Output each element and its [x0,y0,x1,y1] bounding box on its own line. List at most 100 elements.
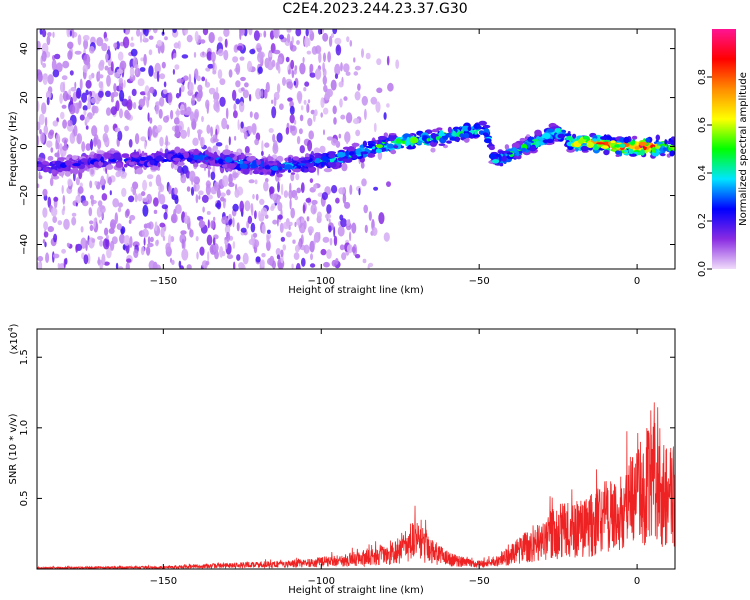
spectrogram-signal-cell [267,160,275,164]
spectrogram-noise-cell [326,204,332,214]
spectrogram-noise-cell [232,217,235,228]
spectrogram-noise-cell [228,173,234,184]
spectrogram-noise-cell [212,138,219,143]
spectrogram-noise-cell [101,253,106,266]
spectrogram-noise-cell [37,262,42,269]
spectrogram-noise-cell [145,222,152,229]
spectrogram-noise-cell [234,135,237,141]
spectrogram-signal-cell [149,159,155,166]
spectrogram-y-tick-label: −40 [19,234,30,255]
spectrogram-noise-cell [37,40,41,51]
spectrogram-noise-cell [205,67,211,72]
spectrogram-noise-cell [147,174,154,180]
spectrogram-noise-cell [174,125,180,133]
spectrogram-noise-cell [333,226,336,238]
spectrogram-signal-cell [372,149,377,152]
spectrogram-signal-cell [37,163,43,167]
spectrogram-noise-cell [108,228,115,234]
spectrogram-noise-cell [376,87,383,94]
spectrogram-signal-cell [276,173,283,178]
spectrogram-signal-cell [288,156,292,163]
spectrogram-signal-cell [345,150,350,157]
spectrogram-noise-cell [53,233,58,243]
spectrogram-signal-cell [488,153,496,160]
spectrogram-signal-cell [592,138,598,142]
spectrogram-noise-cell [156,239,159,245]
spectrogram-noise-cell [240,121,244,129]
spectrogram-signal-cell [103,152,111,159]
spectrogram-signal-cell [360,151,369,155]
spectrogram-noise-cell [212,70,217,75]
spectrogram-noise-cell [307,37,311,47]
spectrogram-noise-cell [37,135,40,146]
spectrogram-noise-cell [307,139,313,152]
spectrogram-noise-cell [237,45,243,51]
spectrogram-signal-cell [178,161,185,166]
spectrogram-noise-cell [62,81,66,94]
spectrogram-noise-cell [173,52,177,59]
spectrogram-noise-cell [52,31,55,38]
spectrogram-noise-cell [41,102,47,115]
spectrogram-noise-cell [320,97,325,109]
spectrogram-noise-cell [142,29,146,35]
spectrogram-signal-cell [51,169,56,175]
spectrogram-noise-cell [363,204,369,214]
spectrogram-noise-cell [109,190,112,196]
spectrogram-noise-cell [213,91,220,101]
spectrogram-noise-cell [183,215,191,224]
spectrogram-noise-cell [267,257,274,266]
spectrogram-signal-cell [172,157,181,162]
spectrogram-noise-cell [307,99,311,104]
spectrogram-noise-cell [37,183,40,189]
spectrogram-noise-cell [106,74,111,87]
spectrogram-noise-cell [207,194,213,200]
spectrogram-noise-cell [287,69,291,75]
spectrogram-signal-cell [492,159,500,164]
spectrogram-noise-cell [205,99,210,110]
spectrogram-noise-cell [346,36,350,43]
spectrogram-noise-cell [345,112,353,124]
spectrogram-noise-cell [295,173,300,181]
spectrogram-noise-cell [345,71,351,76]
spectrogram-noise-cell [106,247,112,259]
spectrogram-signal-cell [292,160,297,164]
spectrogram-signal-cell [65,160,72,167]
spectrogram-signal-cell [603,141,610,146]
spectrogram-noise-cell [387,82,394,92]
spectrogram-signal-cell [614,144,621,148]
spectrogram-noise-cell [328,225,332,233]
spectrogram-noise-cell [57,220,63,226]
spectrogram-noise-cell [130,48,138,57]
spectrogram-signal-cell [436,127,443,131]
spectrogram-noise-cell [289,105,295,115]
spectrogram-noise-cell [248,238,255,245]
spectrogram-noise-cell [318,231,321,240]
spectrogram-noise-cell [121,98,129,107]
spectrogram-noise-cell [349,40,353,47]
spectrogram-noise-cell [263,30,267,38]
spectrogram-noise-cell [159,73,166,80]
spectrogram-noise-cell [328,218,331,223]
spectrogram-noise-cell [98,81,104,89]
spectrogram-noise-cell [340,62,343,72]
spectrogram-noise-cell [59,143,63,152]
spectrogram-signal-cell [645,137,651,143]
spectrogram-noise-cell [129,236,133,248]
spectrogram-noise-cell [37,71,43,83]
spectrogram-cells [37,29,675,269]
spectrogram-noise-cell [134,193,138,203]
spectrogram-signal-cell [452,130,456,136]
spectrogram-noise-cell [344,131,351,143]
spectrogram-signal-cell [292,156,300,161]
spectrogram-noise-cell [52,120,59,127]
colorbar-ticks: 0.0 0.2 0.4 0.6 0.8 [697,69,712,277]
spectrogram-signal-cell [375,148,382,154]
spectrogram-noise-cell [216,200,222,210]
spectrogram-noise-cell [159,97,165,107]
spectrogram-noise-cell [130,186,133,192]
spectrogram-noise-cell [62,90,69,102]
spectrogram-signal-cell [248,155,257,161]
spectrogram-signal-cell [638,141,648,146]
spectrogram-signal-cell [395,138,402,144]
spectrogram-noise-cell [117,51,124,61]
